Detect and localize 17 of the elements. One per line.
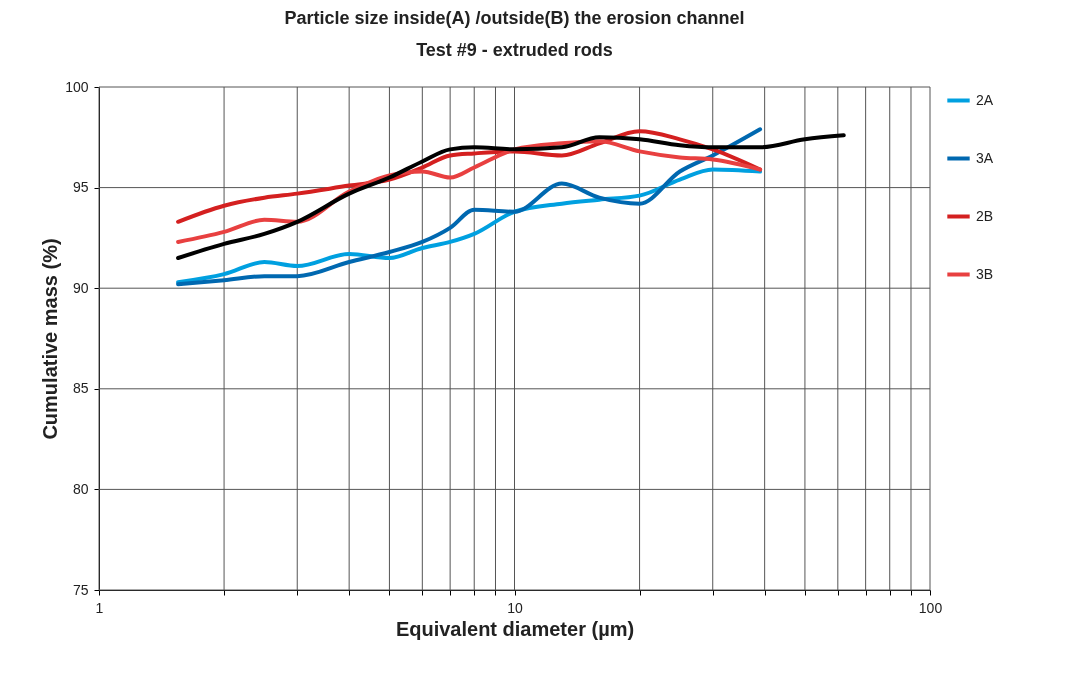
y-tick-label: 75: [72, 581, 89, 598]
y-tick-label: 85: [72, 380, 89, 397]
legend-label: 3A: [976, 149, 994, 166]
chart-title: Particle size inside(A) /outside(B) the erosion channel: [284, 8, 745, 28]
legend-label: 2B: [976, 207, 994, 224]
legend-label: 2A: [976, 91, 994, 108]
x-tick-label: 100: [918, 599, 943, 616]
legend-label: 3B: [976, 265, 994, 282]
y-tick-label: 100: [65, 78, 89, 95]
chart-subtitle: Test #9 - extruded rods: [416, 40, 613, 60]
y-axis-title: Cumulative mass (%): [39, 238, 62, 440]
y-tick-label: 95: [72, 179, 89, 196]
y-tick-label: 90: [72, 279, 89, 296]
x-tick-label: 1: [95, 599, 104, 616]
x-tick-label: 10: [507, 599, 523, 616]
x-axis-title: Equivalent diameter (µm): [395, 617, 635, 640]
y-tick-label: 80: [72, 480, 89, 497]
